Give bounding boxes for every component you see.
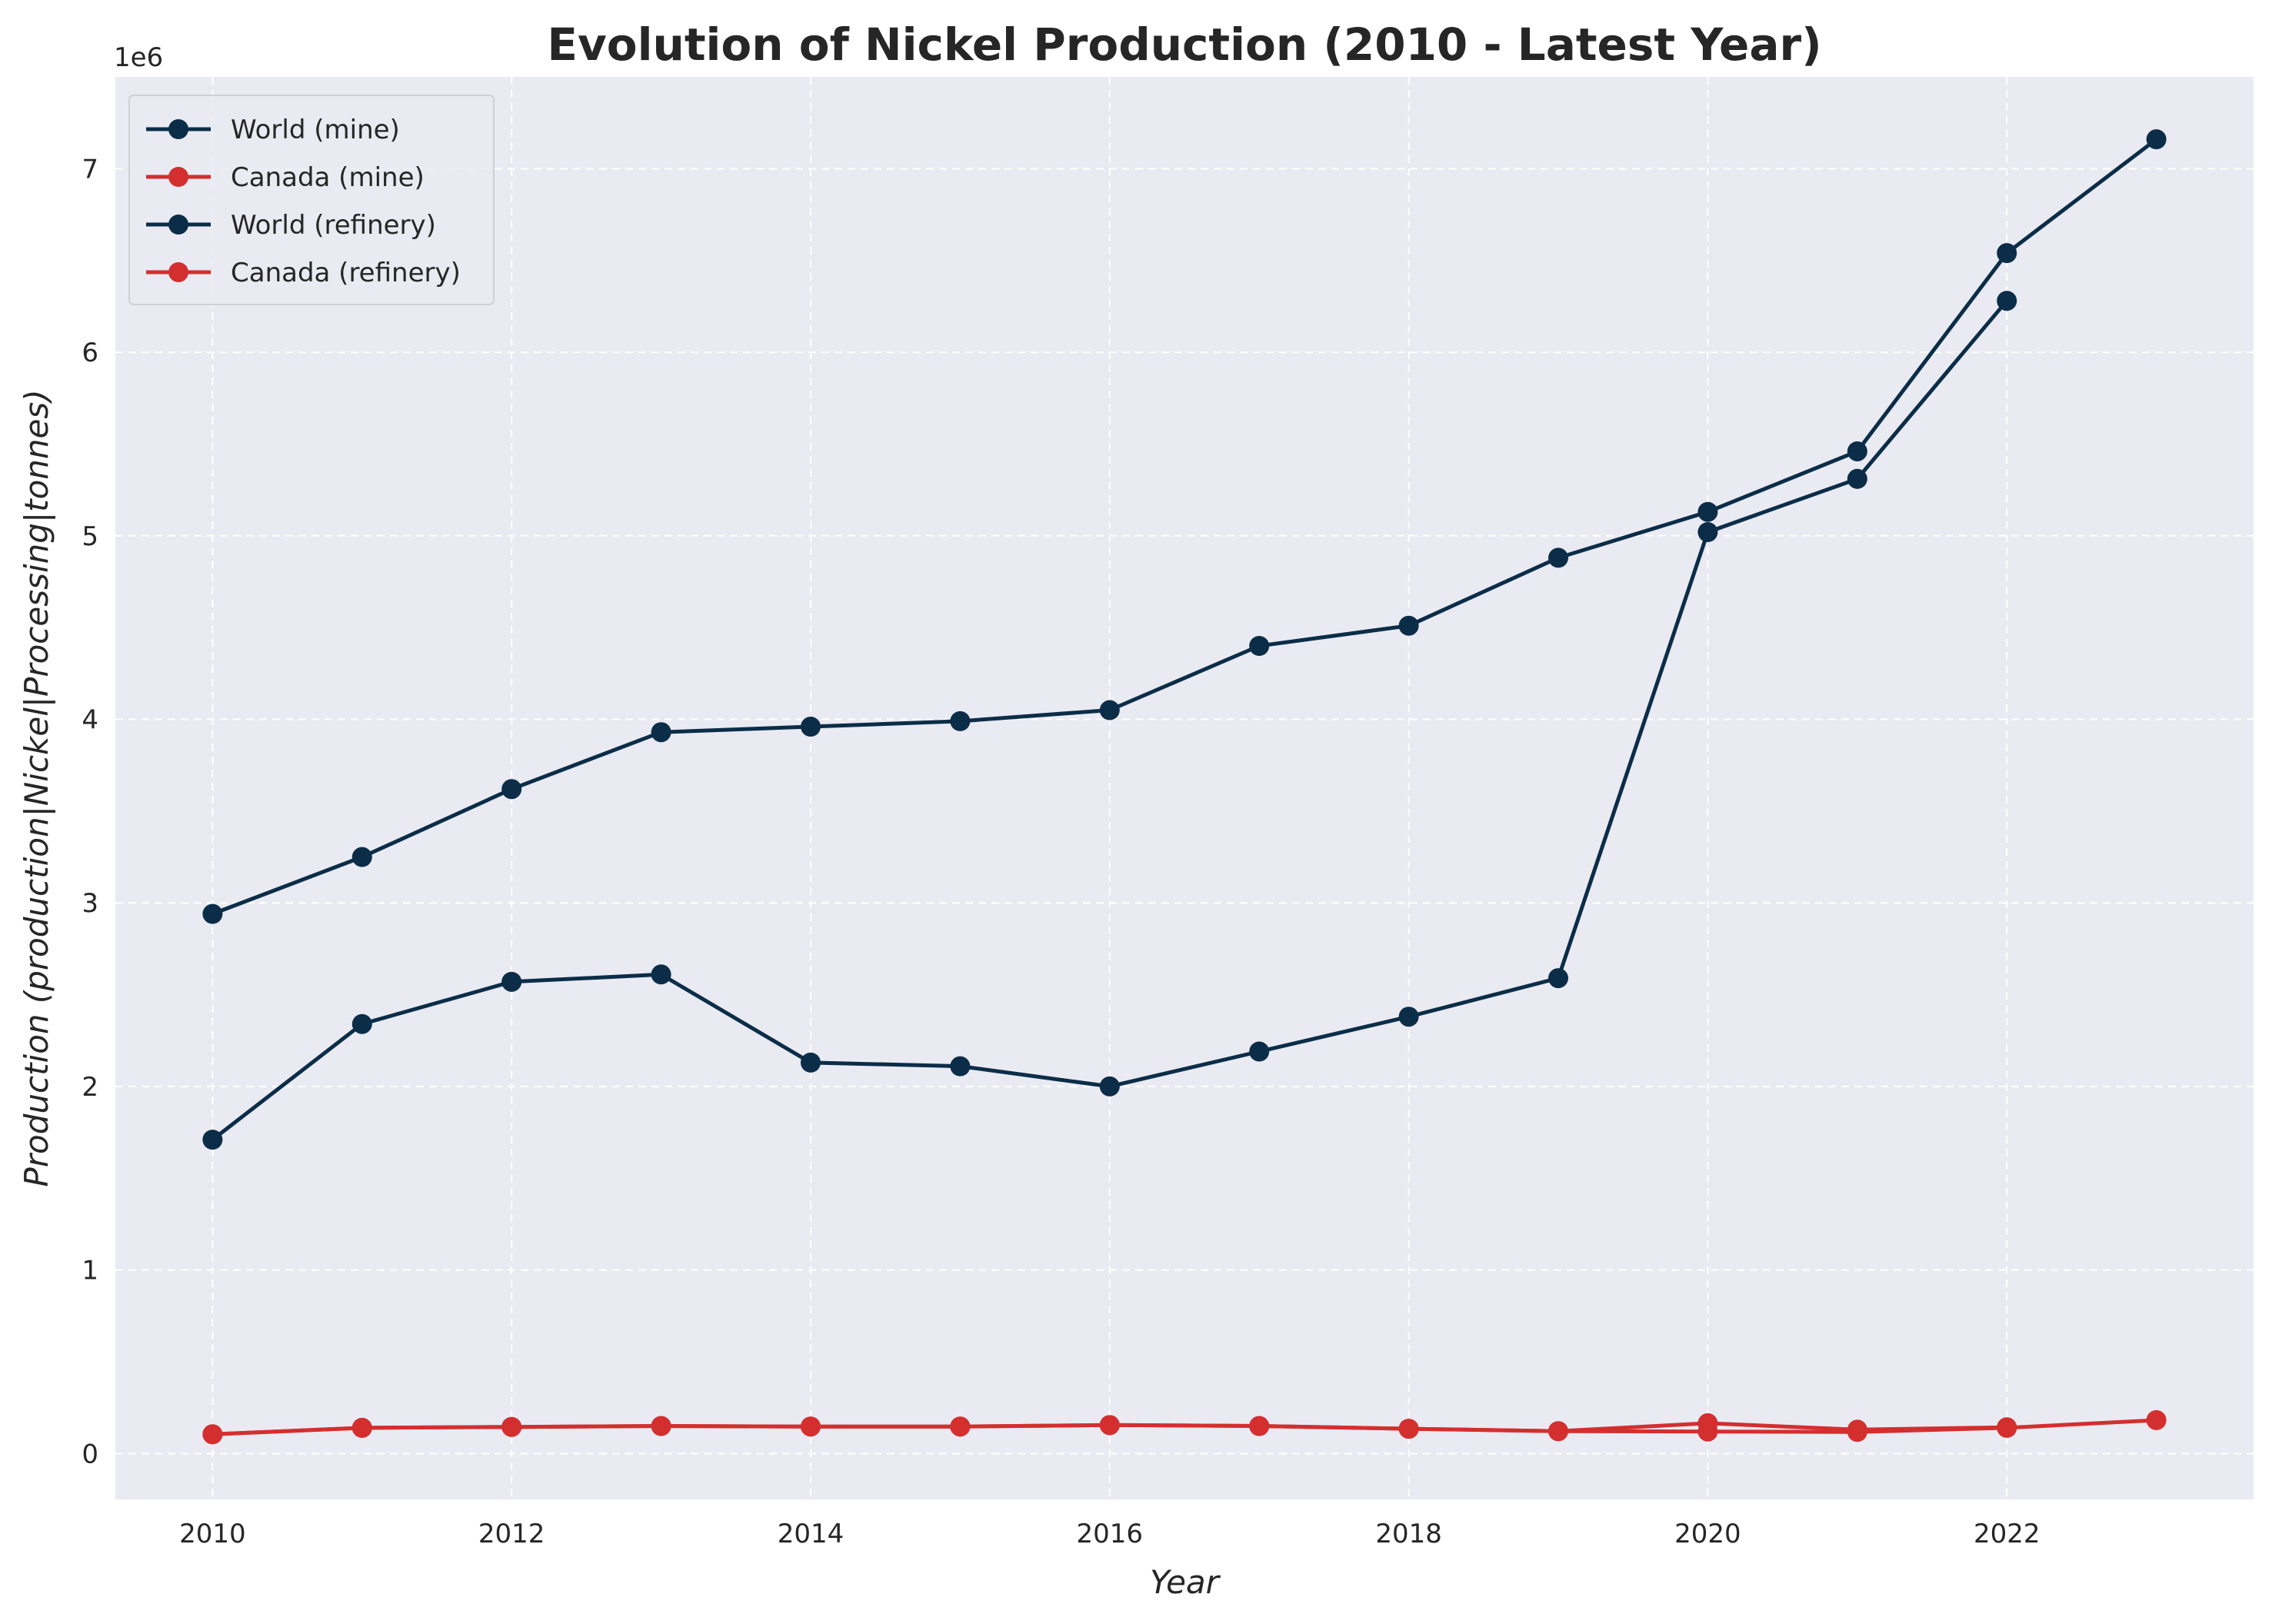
data-point	[651, 1416, 671, 1436]
y-tick-label: 3	[82, 888, 98, 919]
x-tick-label: 2010	[179, 1519, 246, 1549]
data-point	[1847, 468, 1867, 489]
legend-item: Canada (mine)	[146, 162, 425, 193]
data-point	[1398, 1419, 1419, 1439]
legend-marker	[168, 119, 188, 139]
y-tick-label: 4	[82, 704, 98, 735]
data-point	[1398, 1007, 1419, 1027]
y-tick-label: 1	[82, 1256, 98, 1286]
data-point	[800, 1052, 821, 1073]
data-point	[651, 722, 671, 743]
legend-label: Canada (mine)	[231, 162, 425, 193]
legend-marker	[168, 167, 188, 187]
data-point	[1997, 291, 2017, 311]
data-point	[1548, 547, 1569, 568]
legend-label: World (mine)	[231, 115, 400, 145]
data-point	[1847, 1422, 1867, 1443]
tick-labels: 2010 2012 2014 2016 2018 2020 2022 0 1 2 3 4 5 6 7	[82, 154, 2040, 1549]
series-group	[202, 291, 2017, 1150]
data-point	[2146, 129, 2167, 150]
data-point	[950, 1416, 971, 1437]
data-point	[1548, 1421, 1569, 1442]
x-axis-label: Year	[1150, 1563, 1221, 1601]
x-tick-label: 2022	[1974, 1519, 2040, 1549]
data-point	[800, 1416, 821, 1437]
legend-marker	[168, 262, 188, 282]
data-point	[1249, 1416, 1270, 1436]
data-point	[1099, 700, 1120, 720]
data-point	[800, 717, 821, 737]
data-point	[501, 779, 522, 800]
y-tick-label: 7	[82, 154, 98, 185]
series-lines	[202, 129, 2167, 1445]
data-point	[1548, 968, 1569, 989]
data-point	[202, 904, 223, 924]
legend-item: World (refinery)	[146, 210, 436, 241]
legend-label: World (refinery)	[231, 210, 436, 241]
data-point	[1997, 1417, 2017, 1438]
data-point	[1398, 615, 1419, 636]
legend-label: Canada (refinery)	[231, 258, 461, 288]
data-point	[1697, 1421, 1718, 1442]
series-line	[210, 1418, 2159, 1436]
x-tick-label: 2012	[478, 1519, 545, 1549]
data-point	[950, 1056, 971, 1077]
x-tick-label: 2016	[1077, 1519, 1144, 1549]
y-tick-label: 2	[82, 1072, 98, 1103]
data-point	[202, 1130, 223, 1150]
data-point	[1249, 1041, 1270, 1062]
data-point	[651, 964, 671, 985]
series-line	[210, 137, 2159, 916]
legend-box	[128, 95, 495, 305]
legend-marker	[168, 215, 188, 235]
x-tick-label: 2014	[778, 1519, 845, 1549]
data-point	[501, 1416, 522, 1437]
legend: World (mine) Canada (mine) World (refinery…	[128, 95, 495, 305]
plot-area	[115, 77, 2254, 1499]
data-point	[1697, 501, 1718, 522]
data-point	[351, 1417, 372, 1438]
data-point	[950, 710, 971, 731]
legend-item: Canada (refinery)	[146, 258, 461, 288]
data-point	[1697, 522, 1718, 542]
x-tick-label: 2018	[1375, 1519, 1442, 1549]
data-point	[351, 1013, 372, 1034]
y-tick-label: 6	[82, 338, 98, 368]
data-point	[1847, 441, 1867, 461]
data-point	[501, 971, 522, 992]
data-point	[1099, 1415, 1120, 1436]
y-tick-label: 5	[82, 521, 98, 552]
data-point	[1099, 1076, 1120, 1097]
data-point	[202, 1424, 223, 1445]
series-group	[202, 129, 2167, 924]
data-point	[1249, 636, 1270, 656]
y-axis-offset-label: 1e6	[114, 42, 163, 73]
y-tick-label: 0	[82, 1439, 98, 1469]
chart-title: Evolution of Nickel Production (2010 - L…	[547, 18, 1821, 71]
series-group	[202, 1409, 2167, 1445]
y-axis-label: Production (production|Nickel|Processing…	[18, 389, 55, 1186]
x-tick-label: 2020	[1674, 1519, 1741, 1549]
legend-item: World (mine)	[146, 115, 400, 145]
data-point	[2146, 1409, 2167, 1430]
data-point	[351, 847, 372, 867]
data-point	[1997, 243, 2017, 264]
